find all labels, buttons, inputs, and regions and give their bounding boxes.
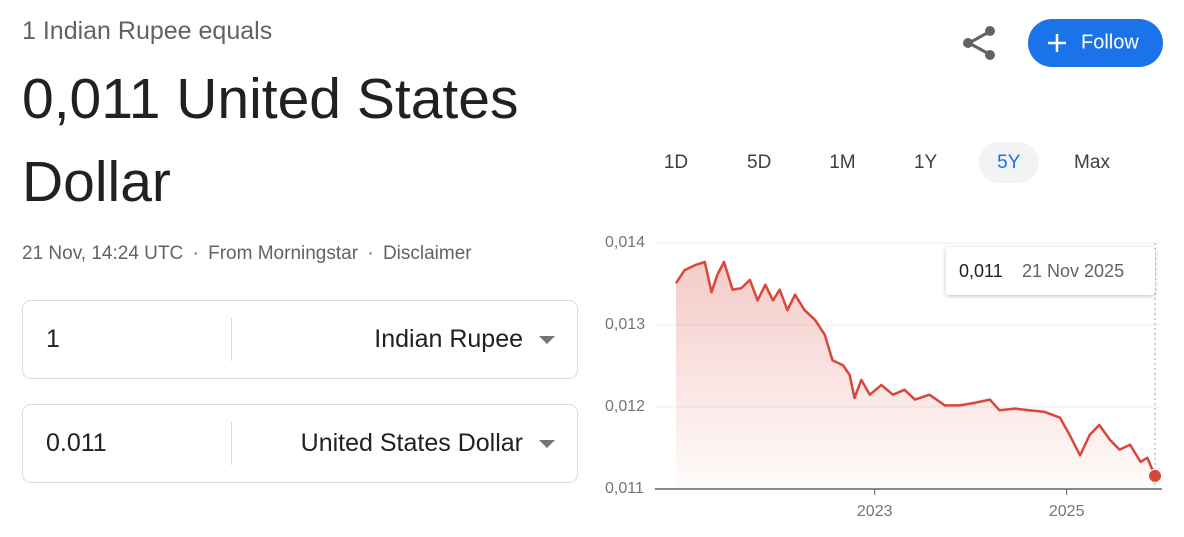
range-tabs: 1D 5D 1M 1Y 5Y Max [664,142,1110,183]
line [674,260,1157,477]
disclaimer[interactable]: Disclaimer [382,243,472,264]
range-tab[interactable]: 5Y [997,152,1021,173]
result: 0,011 United States Dollar [22,67,519,214]
x-tick-label: 2025 [1049,503,1085,520]
amount-input[interactable]: 1 [46,325,60,353]
x-tick-label: 2023 [857,503,893,520]
meta: 21 Nov, 14:24 UTC · From Morningstar · D… [22,243,472,264]
range-tab[interactable]: 1Y [914,152,938,173]
source[interactable]: From Morningstar [208,243,359,264]
follow-button[interactable]: Follow [1028,19,1163,67]
y-tick-label: 0,013 [605,316,645,333]
tooltip-value: 0,011 [959,261,1003,281]
y-tick-label: 0,012 [605,398,645,415]
range-tab[interactable]: 1D [664,152,688,173]
range-tab[interactable]: Max [1074,152,1110,173]
dropdown-arrow[interactable] [539,336,555,344]
area [676,261,1155,489]
timestamp: 21 Nov, 14:24 UTC [22,243,184,264]
tooltip-box [946,247,1155,295]
follow-button-bg[interactable] [1028,19,1163,67]
converter-row: 0.011 United States Dollar [22,404,578,483]
currency-select[interactable]: Indian Rupee [374,325,523,353]
converter-row: 1 Indian Rupee [22,300,578,379]
share-icon[interactable] [963,26,995,60]
range-tab[interactable]: 1M [829,152,855,173]
amount-input[interactable]: 0.011 [46,429,107,457]
currency-select[interactable]: United States Dollar [300,429,523,457]
plus-icon [1048,34,1066,52]
follow-label[interactable]: Follow [1081,31,1139,53]
tab-highlight [978,142,1039,183]
range-tab[interactable]: 5D [747,152,771,173]
subtitle: 1 Indian Rupee equals [22,17,273,45]
y-tick-label: 0,011 [605,480,644,497]
tooltip-date: 21 Nov 2025 [1022,261,1124,281]
dropdown-arrow[interactable] [539,440,555,448]
y-tick-label: 0,014 [605,234,645,251]
plot: 0,011 0,012 0,013 0,014 2023 2025 0,011 21 Nov … [605,234,1162,520]
end-dot [1148,468,1162,483]
